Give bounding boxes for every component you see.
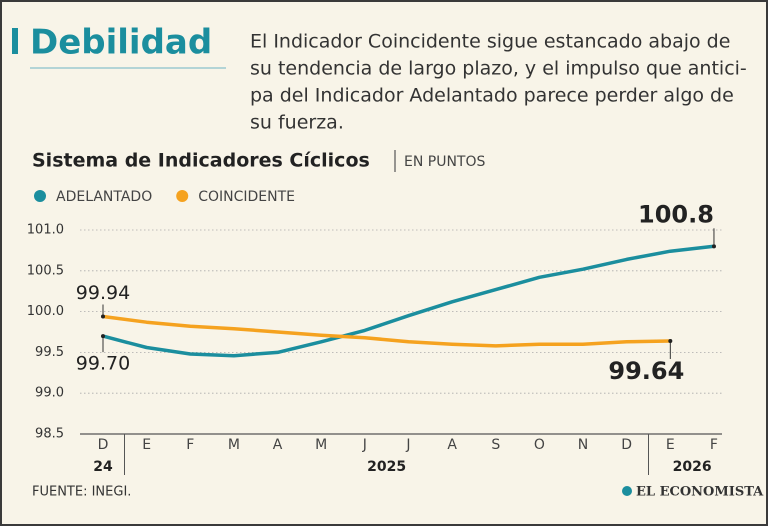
legend-swatch: [176, 190, 189, 202]
legend-label: COINCIDENTE: [198, 189, 295, 205]
x-tick-label: J: [362, 437, 367, 453]
chart-title: Sistema de Indicadores Cíclicos: [32, 150, 370, 172]
y-tick-label: 101.0: [27, 223, 64, 238]
value-label: 100.8: [638, 200, 714, 228]
logo: EL ECONOMISTA: [636, 485, 764, 500]
x-tick-label: M: [315, 437, 327, 453]
value-label: 99.94: [76, 282, 130, 304]
legend-swatch: [34, 190, 46, 202]
point: [668, 338, 673, 343]
y-tick-label: 100.0: [27, 304, 64, 319]
title-marker: [12, 28, 18, 54]
x-tick-label: D: [621, 437, 632, 453]
point: [711, 244, 716, 249]
y-tick-label: 100.5: [27, 263, 64, 278]
year-label: 2025: [367, 459, 406, 475]
y-tick-label: 98.5: [35, 427, 64, 442]
x-tick-label: E: [142, 437, 151, 453]
x-tick-label: N: [578, 437, 588, 453]
description: El Indicador Coincidente sigue estancado…: [250, 31, 747, 134]
page-title: Debilidad: [30, 23, 212, 63]
x-tick-label: F: [186, 437, 194, 453]
year-label: 24: [93, 459, 113, 475]
description-line: pa del Indicador Adelantado parece perde…: [250, 85, 734, 107]
value-label: 99.70: [76, 353, 130, 375]
x-tick-label: S: [491, 437, 500, 453]
legend-label: ADELANTADO: [56, 189, 152, 205]
x-tick-label: O: [534, 437, 545, 453]
chart-subtitle: EN PUNTOS: [404, 154, 486, 170]
series-line: [101, 314, 673, 348]
description-line: su tendencia de largo plazo, y el impuls…: [250, 58, 747, 80]
x-tick-label: E: [666, 437, 675, 453]
description-line: El Indicador Coincidente sigue estancado…: [250, 31, 730, 53]
series-line: [101, 244, 716, 358]
year-label: 2026: [673, 459, 712, 475]
y-tick-label: 99.5: [35, 345, 64, 360]
point: [101, 334, 105, 339]
description-line: su fuerza.: [250, 112, 344, 134]
x-tick-label: D: [98, 437, 109, 453]
value-label: 99.64: [608, 357, 684, 385]
x-tick-label: A: [273, 437, 283, 453]
x-tick-label: F: [710, 437, 718, 453]
source: FUENTE: INEGI.: [32, 485, 131, 500]
y-tick-label: 99.0: [35, 386, 64, 401]
x-tick-label: M: [228, 437, 240, 453]
point: [101, 314, 105, 319]
logo-icon: [622, 486, 632, 496]
x-tick-label: A: [447, 437, 457, 453]
x-tick-label: J: [405, 437, 410, 453]
